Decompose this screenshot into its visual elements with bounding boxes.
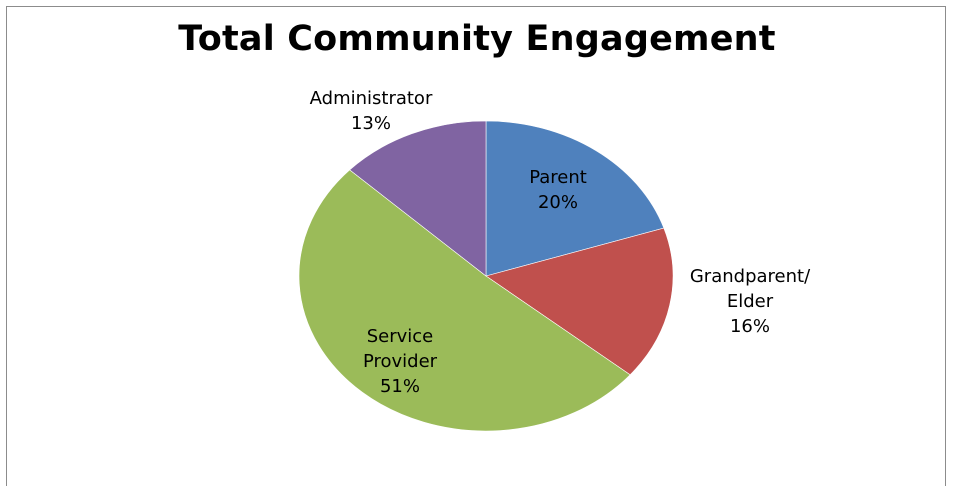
slice-name: Parent xyxy=(529,167,587,188)
slice-label: Administrator 13% xyxy=(310,88,433,134)
pie-slice xyxy=(298,169,631,432)
slice-percent: 51% xyxy=(380,376,420,397)
slice-name: Service xyxy=(367,326,434,347)
slice-percent: 16% xyxy=(730,316,770,337)
slice-label: Service Provider 51% xyxy=(363,326,438,397)
slice-percent: 20% xyxy=(538,192,578,213)
pie-slices xyxy=(298,120,674,432)
chart-title: Total Community Engagement xyxy=(178,19,776,59)
slice-label: Grandparent/Elder 16% xyxy=(690,266,811,337)
pie-slice xyxy=(349,120,487,277)
slice-name: Elder xyxy=(727,291,774,312)
pie-slice xyxy=(485,227,674,376)
slice-label: Parent 20% xyxy=(529,167,587,213)
slice-name: Provider xyxy=(363,351,438,372)
slice-name: Grandparent/ xyxy=(690,266,811,287)
pie-labels: Parent 20% Grandparent/Elder 16% Service Prov… xyxy=(310,88,811,397)
slice-percent: 13% xyxy=(351,113,391,134)
slice-name: Administrator xyxy=(310,88,433,109)
pie-slice xyxy=(485,120,665,277)
